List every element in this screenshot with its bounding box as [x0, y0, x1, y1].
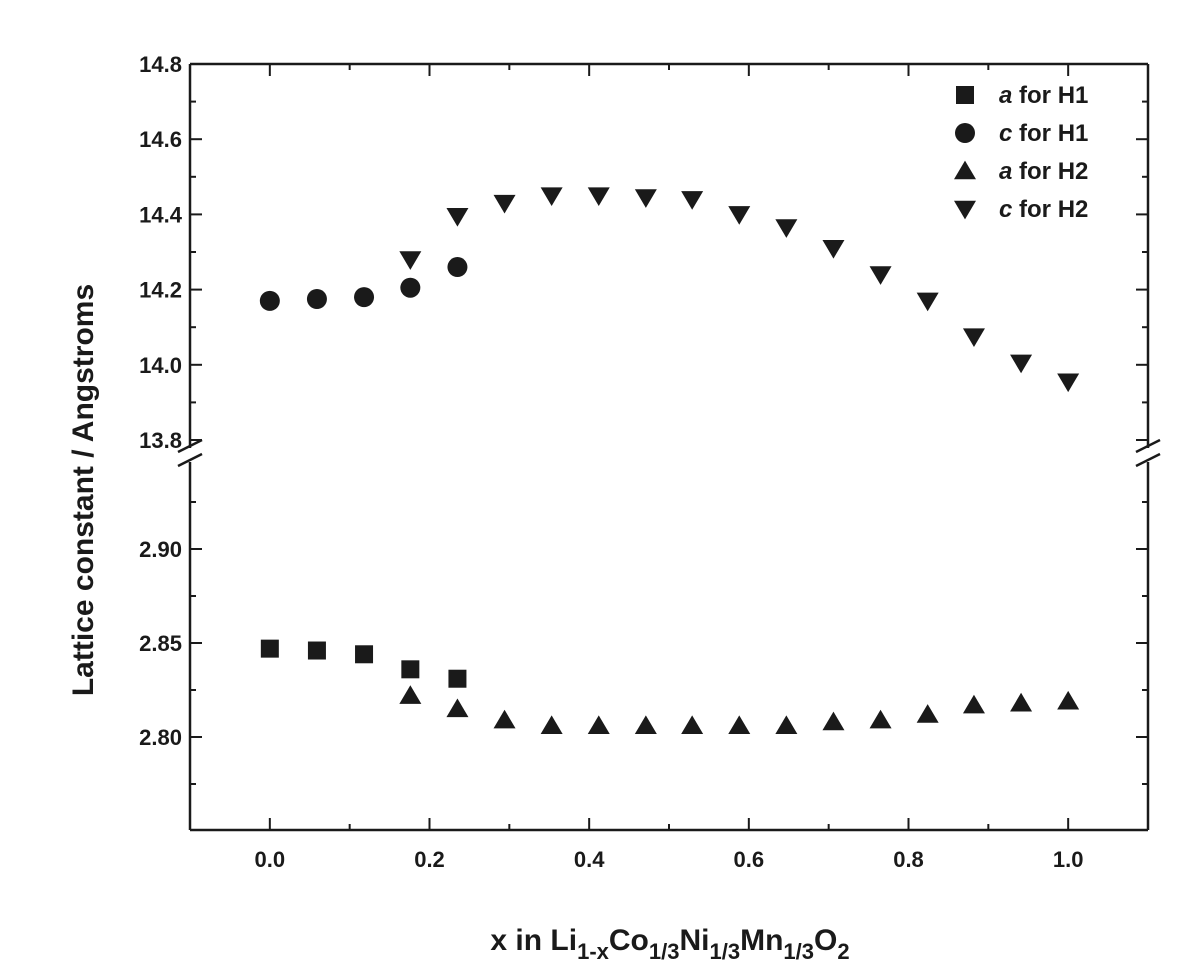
data-point-triangle-down: [916, 292, 939, 312]
data-point-triangle-down: [681, 191, 704, 210]
y-axis-label: Lattice constant / Angstroms: [67, 284, 100, 696]
x-label-part: x in Li: [490, 924, 577, 957]
y-axis-upper: 13.8 14.0 14.2 14.4 14.6 14.8: [139, 52, 1148, 453]
data-point-triangle-up: [399, 685, 422, 704]
data-point-circle: [354, 287, 375, 308]
data-point-triangle-up: [587, 715, 610, 734]
legend-label-italic: c: [999, 196, 1012, 223]
legend-label-rest: for H1: [1012, 120, 1088, 147]
data-point-triangle-up: [1057, 690, 1080, 710]
data-point-triangle-up: [493, 709, 516, 729]
x-tick-label: 0.4: [574, 847, 605, 872]
data-point-triangle-up: [775, 715, 798, 734]
axis-break-mark: [177, 438, 203, 454]
x-axis: 0.0 0.2 0.4 0.6 0.8 1.0: [189, 64, 1149, 872]
legend-marker-triangle-up: [954, 160, 976, 180]
x-label-subscript: 1/3: [783, 939, 814, 964]
x-tick-label: 1.0: [1053, 847, 1084, 872]
x-label-part: Ni: [679, 924, 709, 957]
data-point-triangle-up: [540, 715, 563, 734]
data-point-triangle-down: [1057, 373, 1080, 393]
legend-label: a for H2: [999, 158, 1088, 185]
data-point-square: [401, 660, 420, 679]
legend-label-italic: a: [999, 158, 1012, 185]
axis-break-mark: [177, 452, 203, 468]
x-label-subscript: 1/3: [649, 939, 680, 964]
data-point-triangle-down: [822, 239, 845, 259]
legend-label-rest: for H1: [1012, 82, 1088, 109]
x-label-subscript: 1/3: [709, 939, 740, 964]
data-point-square: [448, 669, 467, 688]
data-point-triangle-down: [587, 187, 610, 206]
axis-break-marks: [177, 438, 1161, 468]
data-point-triangle-down: [962, 328, 985, 347]
data-point-triangle-up: [681, 715, 704, 734]
x-label-subscript: 2: [837, 939, 849, 964]
data-point-triangle-down: [1010, 354, 1033, 374]
legend-label: c for H1: [999, 120, 1088, 147]
y-upper-tick-label: 13.8: [139, 428, 182, 453]
y-upper-tick-label: 14.6: [139, 127, 182, 152]
x-tick-label: 0.2: [414, 847, 445, 872]
data-series: [259, 187, 1080, 734]
x-label-subscript: 1-x: [577, 939, 610, 964]
y-lower-tick-label: 2.80: [139, 725, 182, 750]
legend-label-italic: a: [999, 82, 1012, 109]
data-point-triangle-down: [540, 187, 563, 206]
data-point-triangle-up: [822, 711, 845, 731]
data-point-triangle-down: [869, 266, 892, 285]
y-upper-tick-label: 14.8: [139, 52, 182, 77]
legend-label: c for H2: [999, 196, 1088, 223]
data-point-triangle-up: [916, 704, 939, 723]
data-point-triangle-up: [634, 715, 657, 734]
data-point-triangle-up: [728, 715, 751, 734]
x-tick-label: 0.0: [255, 847, 286, 872]
x-tick-label: 0.8: [893, 847, 924, 872]
data-point-triangle-down: [493, 194, 516, 214]
series-triangle-up: [399, 685, 1080, 734]
legend-marker-circle: [955, 123, 975, 143]
y-upper-tick-label: 14.2: [139, 278, 182, 303]
x-label-part: Co: [609, 924, 649, 957]
legend-label-rest: for H2: [1012, 196, 1088, 223]
data-point-circle: [259, 290, 280, 311]
y-lower-tick-label: 2.85: [139, 631, 182, 656]
data-point-triangle-up: [962, 694, 985, 714]
legend-label-italic: c: [999, 120, 1012, 147]
data-point-square: [307, 641, 326, 660]
data-point-square: [260, 639, 279, 658]
axis-break-mark: [1135, 452, 1161, 468]
data-point-square: [355, 645, 374, 664]
data-point-triangle-down: [775, 219, 798, 238]
y-lower-tick-label: 2.90: [139, 537, 182, 562]
data-point-triangle-up: [869, 709, 892, 729]
legend-marker-triangle-down: [954, 200, 976, 220]
data-point-triangle-up: [446, 698, 469, 718]
y-axis-lower: 2.80 2.85 2.90: [139, 501, 1148, 785]
series-circle: [259, 257, 468, 311]
data-point-circle: [400, 277, 421, 298]
x-label-part: Mn: [740, 924, 783, 957]
data-point-triangle-down: [728, 206, 751, 225]
legend-label: a for H1: [999, 82, 1088, 109]
x-axis-label: x in Li1-xCo1/3Ni1/3Mn1/3O2: [490, 924, 849, 964]
data-point-triangle-down: [446, 208, 469, 227]
legend: a for H1c for H1a for H2c for H2: [954, 82, 1088, 223]
data-point-circle: [447, 257, 468, 278]
data-point-triangle-down: [634, 189, 657, 208]
y-upper-tick-label: 14.0: [139, 353, 182, 378]
y-upper-tick-label: 14.4: [139, 202, 183, 227]
legend-label-rest: for H2: [1012, 158, 1088, 185]
axis-break-mark: [1135, 438, 1161, 454]
series-triangle-down: [399, 187, 1080, 393]
series-square: [260, 639, 467, 688]
x-tick-label: 0.6: [734, 847, 765, 872]
legend-marker-square: [956, 86, 974, 104]
data-point-circle: [306, 289, 327, 309]
data-point-triangle-up: [1010, 692, 1033, 712]
data-point-triangle-down: [399, 251, 422, 270]
x-label-part: O: [814, 924, 837, 957]
